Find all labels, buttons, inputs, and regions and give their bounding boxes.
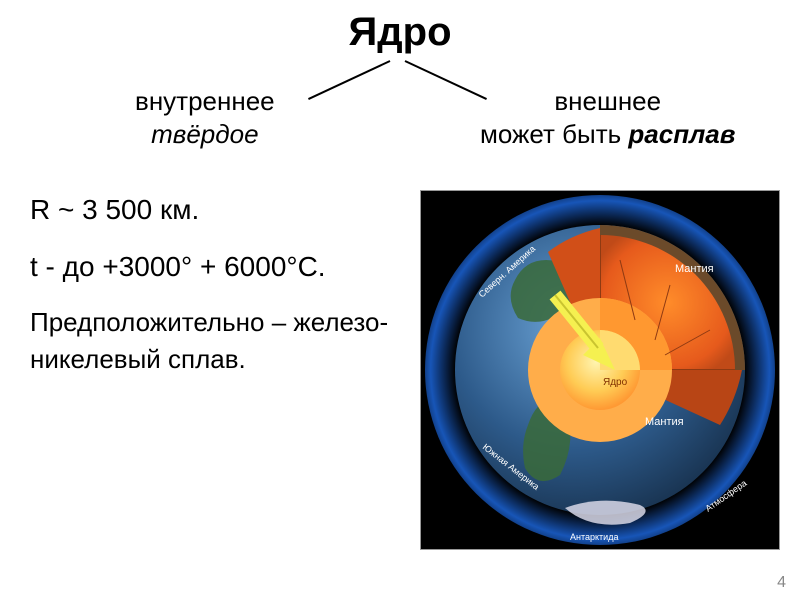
label-outer-core: внешнее может быть расплав xyxy=(480,85,735,150)
inner-line1: внутреннее xyxy=(135,85,275,118)
label-inner-core: внутреннее твёрдое xyxy=(135,85,275,150)
earth-cutaway-svg: Северн. Америка Мантия Ядро Мантия Южная… xyxy=(420,190,780,550)
label-antarctica: Антарктида xyxy=(570,532,618,542)
fact-composition: Предположительно – железо-никелевый спла… xyxy=(30,304,410,377)
outer-line2: может быть расплав xyxy=(480,118,735,151)
branch-line-right xyxy=(405,60,487,100)
label-mantle-2: Мантия xyxy=(645,416,684,428)
earth-diagram: Северн. Америка Мантия Ядро Мантия Южная… xyxy=(420,190,780,550)
inner-line2: твёрдое xyxy=(135,118,275,151)
outer-line1: внешнее xyxy=(480,85,735,118)
label-mantle-1: Мантия xyxy=(675,263,714,275)
branch-line-left xyxy=(308,60,390,100)
page-title: Ядро xyxy=(348,10,451,55)
label-core: Ядро xyxy=(603,377,628,388)
slide-number: 4 xyxy=(777,574,786,592)
facts-block: R ~ 3 500 км. t - до +3000° + 6000°С. Пр… xyxy=(30,190,410,377)
fact-temperature: t - до +3000° + 6000°С. xyxy=(30,247,410,286)
outer-line2a: может быть xyxy=(480,119,628,149)
fact-radius: R ~ 3 500 км. xyxy=(30,190,410,229)
outer-line2b: расплав xyxy=(628,119,735,149)
